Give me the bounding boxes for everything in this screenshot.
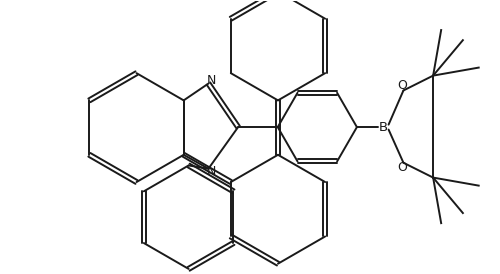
Text: O: O: [398, 161, 407, 174]
Text: N: N: [207, 165, 216, 178]
Text: N: N: [207, 74, 216, 87]
Text: O: O: [398, 79, 407, 92]
Text: B: B: [379, 121, 388, 134]
